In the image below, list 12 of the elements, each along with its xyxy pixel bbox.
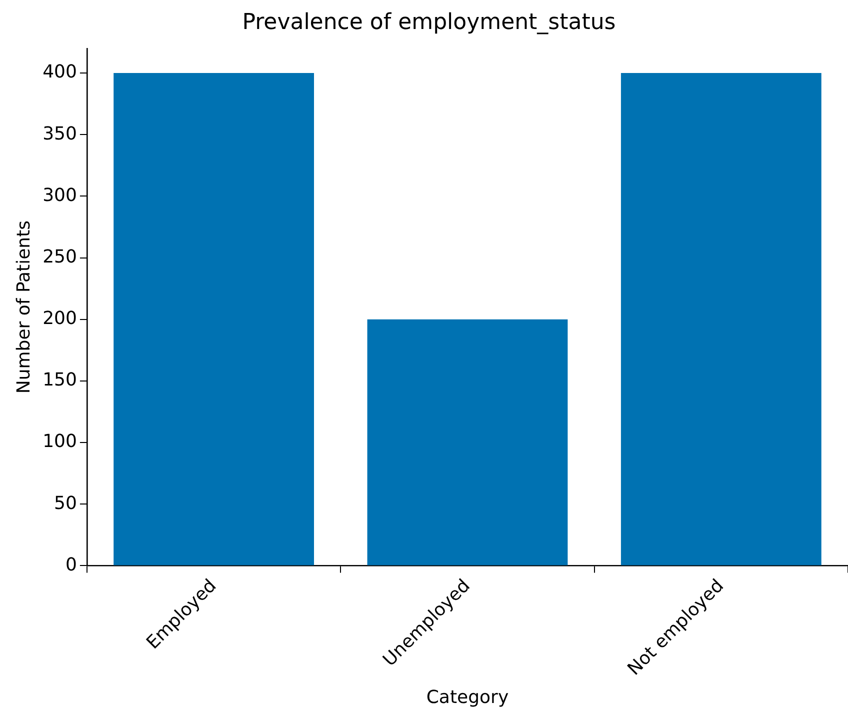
y-tick-label: 300	[42, 184, 77, 206]
chart-title: Prevalence of employment_status	[242, 10, 616, 35]
y-tick-label: 150	[42, 370, 77, 391]
y-tick-label: 250	[42, 246, 77, 268]
y-tick-label: 350	[42, 123, 77, 144]
y-tick-label: 200	[42, 308, 77, 330]
y-tick-label: 50	[54, 492, 77, 514]
x-axis-title: Category	[426, 686, 509, 708]
y-tick-label: 100	[42, 431, 77, 452]
y-tick-label: 0	[66, 554, 77, 576]
y-axis-title: Number of Patients	[13, 220, 34, 394]
y-tick-label: 400	[42, 62, 77, 83]
